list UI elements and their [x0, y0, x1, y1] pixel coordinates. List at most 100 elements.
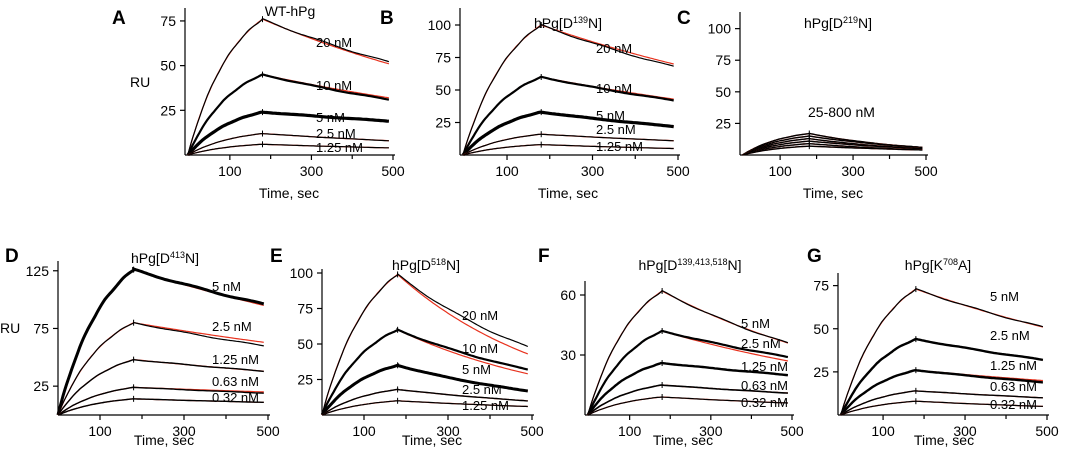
concentration-label: 5 nM	[596, 108, 625, 123]
x-tick-label: 300	[581, 163, 605, 179]
x-axis-label: Time, sec	[259, 185, 319, 201]
x-axis-label: Time, sec	[914, 432, 974, 448]
y-tick-label: 75	[160, 13, 176, 29]
y-tick-label: 60	[560, 287, 576, 303]
x-tick-label: 500	[1035, 423, 1059, 439]
data-curve	[462, 23, 674, 155]
x-axis-label: Time, sec	[653, 432, 713, 448]
panel-title-superscript: 219	[843, 15, 858, 25]
panel-title-superscript: 139	[573, 15, 588, 25]
x-tick-label: 100	[768, 163, 792, 179]
x-axis-label: Time, sec	[402, 432, 462, 448]
panel-title-superscript: 708	[943, 257, 958, 267]
panel-title-main: WT-hPg	[265, 3, 316, 19]
y-tick-label: 25	[435, 115, 451, 131]
panel-title-main: hPg[D	[392, 257, 431, 273]
data-curve	[57, 358, 264, 416]
panel-letter: A	[112, 8, 126, 29]
panel-a: A WT-hPg 25 50 75 100 300 500 Time, sec RU 20 nM 10…	[112, 3, 405, 201]
x-axis-label: Time, sec	[538, 185, 598, 201]
y-tick-label: 50	[813, 321, 829, 337]
y-tick-label: 100	[708, 21, 732, 37]
concentration-label: 2.5 nM	[596, 122, 636, 137]
concentration-label: 10 nM	[462, 341, 498, 356]
concentration-label: 2.5 nM	[212, 319, 252, 334]
data-curve	[461, 110, 674, 157]
data-curve	[57, 398, 264, 416]
panel-title-main: hPg[D	[534, 15, 573, 31]
concentration-label: 2.5 nM	[316, 126, 356, 141]
data-curve	[320, 363, 529, 416]
concentration-label: 0.63 nM	[741, 378, 788, 393]
y-tick-label: 50	[715, 84, 731, 100]
data-curve	[742, 140, 923, 156]
concentration-label: 1.25 nM	[990, 358, 1037, 373]
concentration-label: 0.32 nM	[212, 390, 259, 405]
concentration-label: 1.25 nM	[462, 398, 509, 413]
y-tick-label: 50	[297, 336, 313, 352]
data-curve	[57, 321, 264, 415]
concentration-label: 0.32 nM	[741, 395, 788, 410]
x-tick-label: 100	[871, 423, 895, 439]
panel-letter: F	[538, 246, 550, 267]
data-curve	[186, 73, 390, 156]
y-tick-label: 75	[715, 52, 731, 68]
data-curve	[56, 266, 265, 416]
panel-title-main: hPg[D	[131, 250, 170, 266]
panel-title: hPg[D219N]	[804, 15, 872, 31]
data-curve	[742, 135, 923, 156]
panel-title-suffix: N]	[727, 257, 741, 273]
data-curve	[321, 388, 528, 416]
panel-title-main: hPg[D	[804, 15, 843, 31]
data-curve	[586, 361, 789, 416]
y-tick-label: 75	[435, 50, 451, 66]
panel-title-suffix: N]	[185, 250, 199, 266]
x-tick-label: 300	[300, 163, 324, 179]
x-tick-label: 300	[172, 423, 196, 439]
x-tick-label: 100	[495, 163, 519, 179]
data-curve	[57, 386, 264, 416]
panel-title: hPg[D139,413,518N]	[639, 257, 742, 273]
concentration-label: 20 nM	[596, 41, 632, 56]
data-curve	[586, 329, 789, 416]
y-tick-label: 25	[297, 372, 313, 388]
panel-letter: D	[5, 246, 19, 267]
y-tick-label: 75	[297, 301, 313, 317]
x-tick-label: 500	[780, 423, 804, 439]
x-tick-label: 300	[436, 423, 460, 439]
concentration-label: 0.63 nM	[990, 379, 1037, 394]
data-curve	[840, 390, 1043, 416]
x-tick-label: 300	[841, 163, 865, 179]
concentration-label: 5 nM	[462, 362, 491, 377]
concentration-label: 10 nM	[316, 78, 352, 93]
data-curve	[839, 337, 1044, 416]
x-tick-label: 100	[618, 423, 642, 439]
y-tick-label: 25	[33, 378, 49, 394]
concentration-label: 20 nM	[462, 308, 498, 323]
data-curve	[321, 272, 529, 416]
x-tick-label: 500	[256, 423, 280, 439]
panel-title: hPg[K708A]	[905, 257, 971, 273]
x-axis-label: Time, sec	[134, 432, 194, 448]
panel-letter: C	[677, 8, 691, 29]
y-tick-label: 30	[560, 347, 576, 363]
concentration-label: 10 nM	[596, 81, 632, 96]
data-curve	[186, 110, 389, 157]
data-curve	[462, 143, 674, 156]
y-axis-label: RU	[130, 74, 150, 90]
panel-title: WT-hPg	[265, 3, 316, 19]
concentration-label: 1.25 nM	[596, 139, 643, 154]
concentration-label: 1.25 nM	[741, 359, 788, 374]
data-curve	[587, 289, 789, 415]
data-curve	[587, 396, 788, 416]
x-tick-label: 100	[352, 423, 376, 439]
x-tick-label: 100	[88, 423, 112, 439]
concentration-label: 5 nM	[990, 289, 1019, 304]
x-tick-label: 100	[218, 163, 242, 179]
panel-title-suffix: N]	[588, 15, 602, 31]
